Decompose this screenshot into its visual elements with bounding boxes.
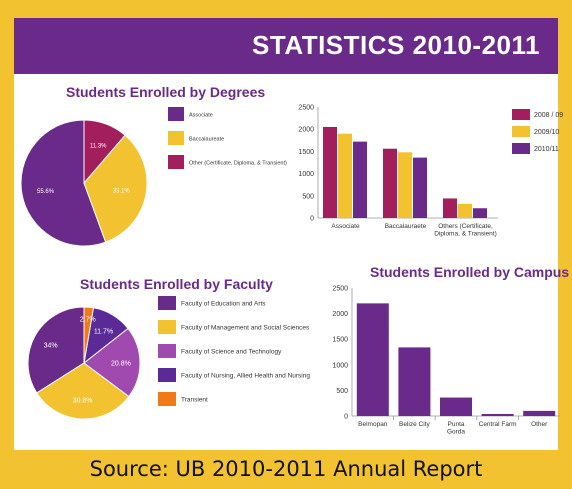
- legend-swatch-0-1: [168, 131, 184, 145]
- legend-swatch-2-0: [158, 296, 176, 310]
- degrees-bar-category-2: Others (Certificate, Diploma, & Transient…: [434, 223, 497, 238]
- pie-value-label-2-2: 20.8%: [111, 361, 131, 368]
- legend-swatch-2-3: [158, 368, 176, 382]
- legend-label-2-4: Transient: [181, 397, 208, 404]
- legend-label-2-3: Faculty of Nursing, Allied Health and Nu…: [181, 373, 310, 380]
- pie-slice-2-1: [36, 362, 130, 420]
- campus-bar-2: [440, 397, 472, 416]
- legend-swatch-0-2: [168, 155, 184, 169]
- degrees-legend-label-0: 2008 / 09: [534, 112, 563, 119]
- campus-bar-3: [481, 413, 514, 416]
- degrees-bar-category-0: Associate: [331, 223, 360, 230]
- pie-value-label-2-4: 2.7%: [80, 316, 96, 323]
- legend-label-2-1: Faculty of Management and Social Science…: [181, 325, 310, 332]
- degrees-bar-0-2: [353, 141, 367, 218]
- campus-bar-ytick-5: 2500: [332, 286, 348, 293]
- campus-bar-category-0: Belmopan: [358, 421, 388, 428]
- pie-value-label-0-0: 55.6%: [37, 189, 55, 195]
- pie-value-label-0-1: 33.1%: [113, 189, 131, 195]
- degrees-bar-ytick-4: 2000: [298, 127, 314, 134]
- campus-bar-ytick-0: 0: [344, 414, 348, 421]
- header-banner: STATISTICS 2010-2011: [14, 18, 558, 74]
- degrees-pie-title: Students Enrolled by Degrees: [66, 84, 266, 100]
- campus-bar-ytick-2: 1000: [332, 362, 348, 369]
- degrees-bar-1-2: [413, 157, 427, 218]
- campus-bar-0: [356, 303, 389, 416]
- campus-bar-ytick-3: 1500: [332, 337, 348, 344]
- faculty-pie-title: Students Enrolled by Faculty: [80, 276, 273, 292]
- degrees-bar-ytick-3: 1500: [298, 149, 314, 156]
- page-title: STATISTICS 2010-2011: [252, 30, 540, 60]
- legend-label-0-0: Associate: [189, 113, 213, 119]
- source-caption: Source: UB 2010-2011 Annual Report: [89, 457, 483, 481]
- campus-bar-category-3: Central Farm: [479, 421, 517, 428]
- legend-label-2-2: Faculty of Science and Technology: [181, 349, 282, 356]
- degrees-bar-ytick-5: 2500: [298, 105, 314, 112]
- legend-swatch-2-1: [158, 320, 176, 334]
- degrees-bar-0-0: [323, 126, 337, 218]
- campus-bar-ytick-1: 500: [336, 388, 348, 395]
- pie-slice-2-4: [83, 306, 95, 364]
- campus-bar-category-2: Punta Gorda: [447, 421, 465, 436]
- pie-value-label-2-1: 30.8%: [73, 397, 93, 404]
- degrees-legend-label-2: 2010/11: [534, 146, 559, 153]
- pie-slice-0-2: [83, 119, 126, 185]
- campus-bar-category-4: Other: [531, 421, 548, 428]
- legend-swatch-2-4: [158, 392, 176, 406]
- pie-slice-0-1: [83, 134, 148, 243]
- legend-label-0-1: Baccalaureate: [189, 137, 224, 143]
- degrees-bar-2-2: [473, 208, 487, 218]
- legend-swatch-2-2: [158, 344, 176, 358]
- legend-label-2-0: Faculty of Education and Arts: [181, 301, 266, 308]
- campus-bar-4: [523, 410, 556, 416]
- legend-label-0-2: Other (Certificate, Diploma, & Transient…: [189, 161, 287, 167]
- degrees-bar-2-1: [458, 203, 472, 218]
- degrees-bar-ytick-1: 500: [302, 193, 314, 200]
- pie-value-label-2-3: 11.7%: [94, 328, 113, 335]
- campus-bar-1: [398, 347, 431, 416]
- pie-slice-2-2: [83, 327, 141, 398]
- pie-value-label-2-0: 34%: [44, 343, 58, 350]
- pie-slice-0-0: [20, 119, 107, 247]
- degrees-bar-1-1: [398, 152, 412, 218]
- degrees-bar-1-0: [383, 148, 397, 218]
- degrees-legend-swatch-1: [512, 126, 530, 137]
- degrees-legend-label-1: 2009/10: [534, 129, 559, 136]
- campus-bar-ytick-4: 2000: [332, 311, 348, 318]
- degrees-bar-category-1: Baccalauraete: [385, 223, 427, 230]
- campus-bar-title: Students Enrolled by Campus: [370, 264, 570, 280]
- degrees-legend-swatch-2: [512, 143, 530, 154]
- degrees-legend-swatch-0: [512, 109, 530, 120]
- degrees-bar-ytick-0: 0: [310, 216, 314, 223]
- campus-bar-category-1: Belize City: [399, 421, 430, 428]
- legend-swatch-0-0: [168, 107, 184, 121]
- degrees-bar-2-0: [443, 198, 457, 218]
- pie-value-label-0-2: 11.3%: [90, 144, 107, 150]
- degrees-bar-0-1: [338, 133, 352, 218]
- degrees-bar-ytick-2: 1000: [298, 171, 314, 178]
